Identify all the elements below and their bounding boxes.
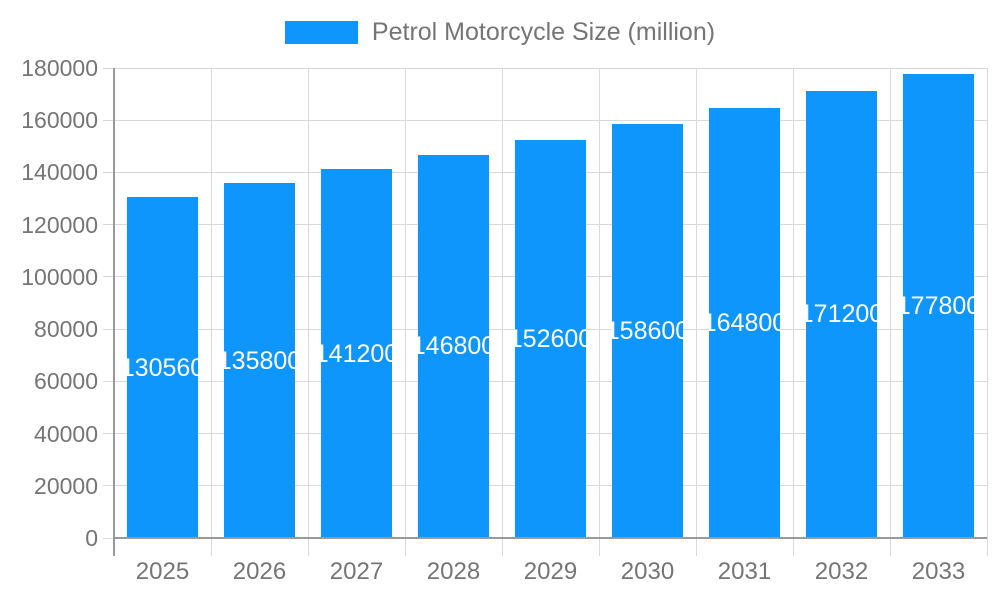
bar-value-label: 171200	[806, 300, 877, 329]
y-axis-tick-label: 60000	[34, 368, 98, 395]
bar-value-label: 130560	[127, 353, 198, 382]
bar-2032: 171200	[806, 90, 877, 538]
y-axis-tick-label: 160000	[21, 107, 98, 134]
x-axis-tick	[889, 538, 891, 556]
bar-value-label: 177800	[903, 291, 974, 320]
y-axis-tick-label: 80000	[34, 316, 98, 343]
x-gridline	[695, 68, 697, 538]
y-axis-tick	[103, 485, 114, 487]
x-axis-category-label: 2028	[426, 558, 481, 585]
x-axis-category-label: 2029	[523, 558, 578, 585]
y-gridline	[114, 67, 987, 69]
bar-value-label: 135800	[224, 346, 295, 375]
y-axis-tick	[103, 537, 114, 539]
y-axis-tick-label: 0	[85, 525, 98, 551]
x-axis-tick	[792, 538, 794, 556]
x-axis-category-label: 2033	[911, 558, 966, 585]
y-axis-tick-label: 100000	[21, 263, 98, 290]
x-gridline	[307, 68, 309, 538]
y-axis-tick-label: 180000	[21, 55, 98, 81]
x-axis-category-label: 2025	[135, 558, 190, 585]
y-axis-tick-label: 40000	[34, 420, 98, 447]
y-axis-line	[113, 68, 115, 556]
x-gridline	[404, 68, 406, 538]
x-gridline	[889, 68, 891, 538]
bar-2028: 146800	[418, 154, 489, 538]
y-axis-tick	[103, 67, 114, 69]
legend-label: Petrol Motorcycle Size (million)	[371, 17, 716, 46]
x-axis-category-label: 2030	[620, 558, 675, 585]
x-axis-category-label: 2032	[814, 558, 869, 585]
y-axis-tick	[103, 433, 114, 435]
x-axis-tick	[695, 538, 697, 556]
bar-2029: 152600	[515, 139, 586, 538]
y-axis-tick-label: 120000	[21, 211, 98, 238]
y-gridline	[114, 119, 987, 121]
y-axis-tick	[103, 380, 114, 382]
bar-value-label: 146800	[418, 332, 489, 361]
x-axis-tick	[598, 538, 600, 556]
bar-2031: 164800	[709, 107, 780, 538]
bar-value-label: 164800	[709, 308, 780, 337]
x-gridline	[792, 68, 794, 538]
y-axis-tick-label: 20000	[34, 472, 98, 499]
y-axis-tick	[103, 328, 114, 330]
bar-2033: 177800	[903, 73, 974, 538]
x-axis-tick	[210, 538, 212, 556]
bar-value-label: 158600	[612, 316, 683, 345]
bar-2027: 141200	[321, 169, 392, 538]
chart-legend: Petrol Motorcycle Size (million)	[0, 14, 1000, 50]
x-axis-category-label: 2026	[232, 558, 287, 585]
y-axis-tick	[103, 171, 114, 173]
bar-2030: 158600	[612, 123, 683, 538]
bar-value-label: 152600	[515, 324, 586, 353]
y-axis-tick	[103, 119, 114, 121]
y-axis-tick	[103, 276, 114, 278]
x-gridline	[501, 68, 503, 538]
x-axis-line	[114, 537, 987, 539]
x-axis-category-label: 2031	[717, 558, 772, 585]
x-gridline	[598, 68, 600, 538]
y-axis-tick-label: 140000	[21, 159, 98, 186]
x-axis-tick	[307, 538, 309, 556]
x-axis-category-label: 2027	[329, 558, 384, 585]
x-gridline	[210, 68, 212, 538]
x-gridline	[986, 68, 988, 538]
bar-2025: 130560	[127, 197, 198, 538]
legend-swatch	[284, 20, 358, 44]
bar-2026: 135800	[224, 183, 295, 538]
bar-value-label: 141200	[321, 339, 392, 368]
x-axis-tick	[501, 538, 503, 556]
x-axis-tick	[986, 538, 988, 556]
x-axis-tick	[404, 538, 406, 556]
y-axis-tick	[103, 224, 114, 226]
